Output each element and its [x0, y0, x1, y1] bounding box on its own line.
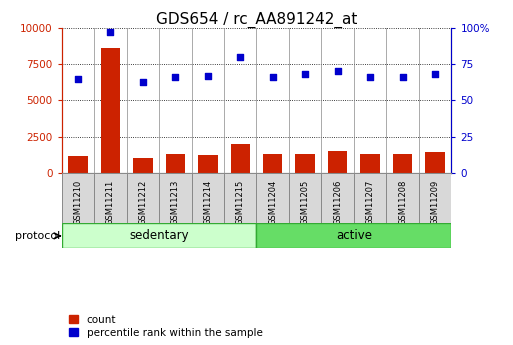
- Bar: [256, 223, 451, 248]
- Bar: [230, 144, 250, 173]
- Point: [74, 76, 82, 81]
- Point: [301, 71, 309, 77]
- Point: [399, 75, 407, 80]
- Bar: [133, 158, 152, 173]
- Point: [366, 75, 374, 80]
- Text: GSM11204: GSM11204: [268, 179, 277, 225]
- Bar: [425, 152, 445, 173]
- Bar: [328, 151, 347, 173]
- Bar: [166, 154, 185, 173]
- Title: GDS654 / rc_AA891242_at: GDS654 / rc_AA891242_at: [156, 11, 357, 28]
- Text: GSM11212: GSM11212: [139, 179, 147, 225]
- Bar: [354, 173, 386, 223]
- Text: GSM11209: GSM11209: [431, 179, 440, 225]
- Point: [171, 75, 180, 80]
- Text: GSM11211: GSM11211: [106, 179, 115, 225]
- Bar: [256, 173, 289, 223]
- Point: [269, 75, 277, 80]
- Bar: [386, 173, 419, 223]
- Point: [333, 69, 342, 74]
- Text: sedentary: sedentary: [129, 229, 189, 243]
- Text: active: active: [336, 229, 372, 243]
- Bar: [94, 173, 127, 223]
- Bar: [101, 48, 120, 173]
- Bar: [289, 173, 322, 223]
- Text: GSM11206: GSM11206: [333, 179, 342, 225]
- Text: GSM11205: GSM11205: [301, 179, 310, 225]
- Text: GSM11208: GSM11208: [398, 179, 407, 225]
- Bar: [263, 154, 283, 173]
- Bar: [224, 173, 256, 223]
- Bar: [393, 154, 412, 173]
- Text: GSM11215: GSM11215: [236, 179, 245, 225]
- Bar: [322, 173, 354, 223]
- Point: [204, 73, 212, 78]
- Text: GSM11210: GSM11210: [73, 179, 82, 225]
- Text: protocol: protocol: [15, 231, 60, 241]
- Bar: [62, 173, 94, 223]
- Bar: [361, 154, 380, 173]
- Legend: count, percentile rank within the sample: count, percentile rank within the sample: [67, 313, 265, 340]
- Bar: [68, 156, 88, 173]
- Point: [236, 54, 244, 59]
- Point: [431, 71, 439, 77]
- Text: GSM11214: GSM11214: [203, 179, 212, 225]
- Point: [139, 79, 147, 84]
- Bar: [191, 173, 224, 223]
- Bar: [159, 173, 191, 223]
- Bar: [198, 155, 218, 173]
- Bar: [419, 173, 451, 223]
- Bar: [127, 173, 159, 223]
- Point: [106, 29, 114, 35]
- Bar: [62, 223, 256, 248]
- Bar: [295, 154, 315, 173]
- Text: GSM11207: GSM11207: [366, 179, 374, 225]
- Text: GSM11213: GSM11213: [171, 179, 180, 225]
